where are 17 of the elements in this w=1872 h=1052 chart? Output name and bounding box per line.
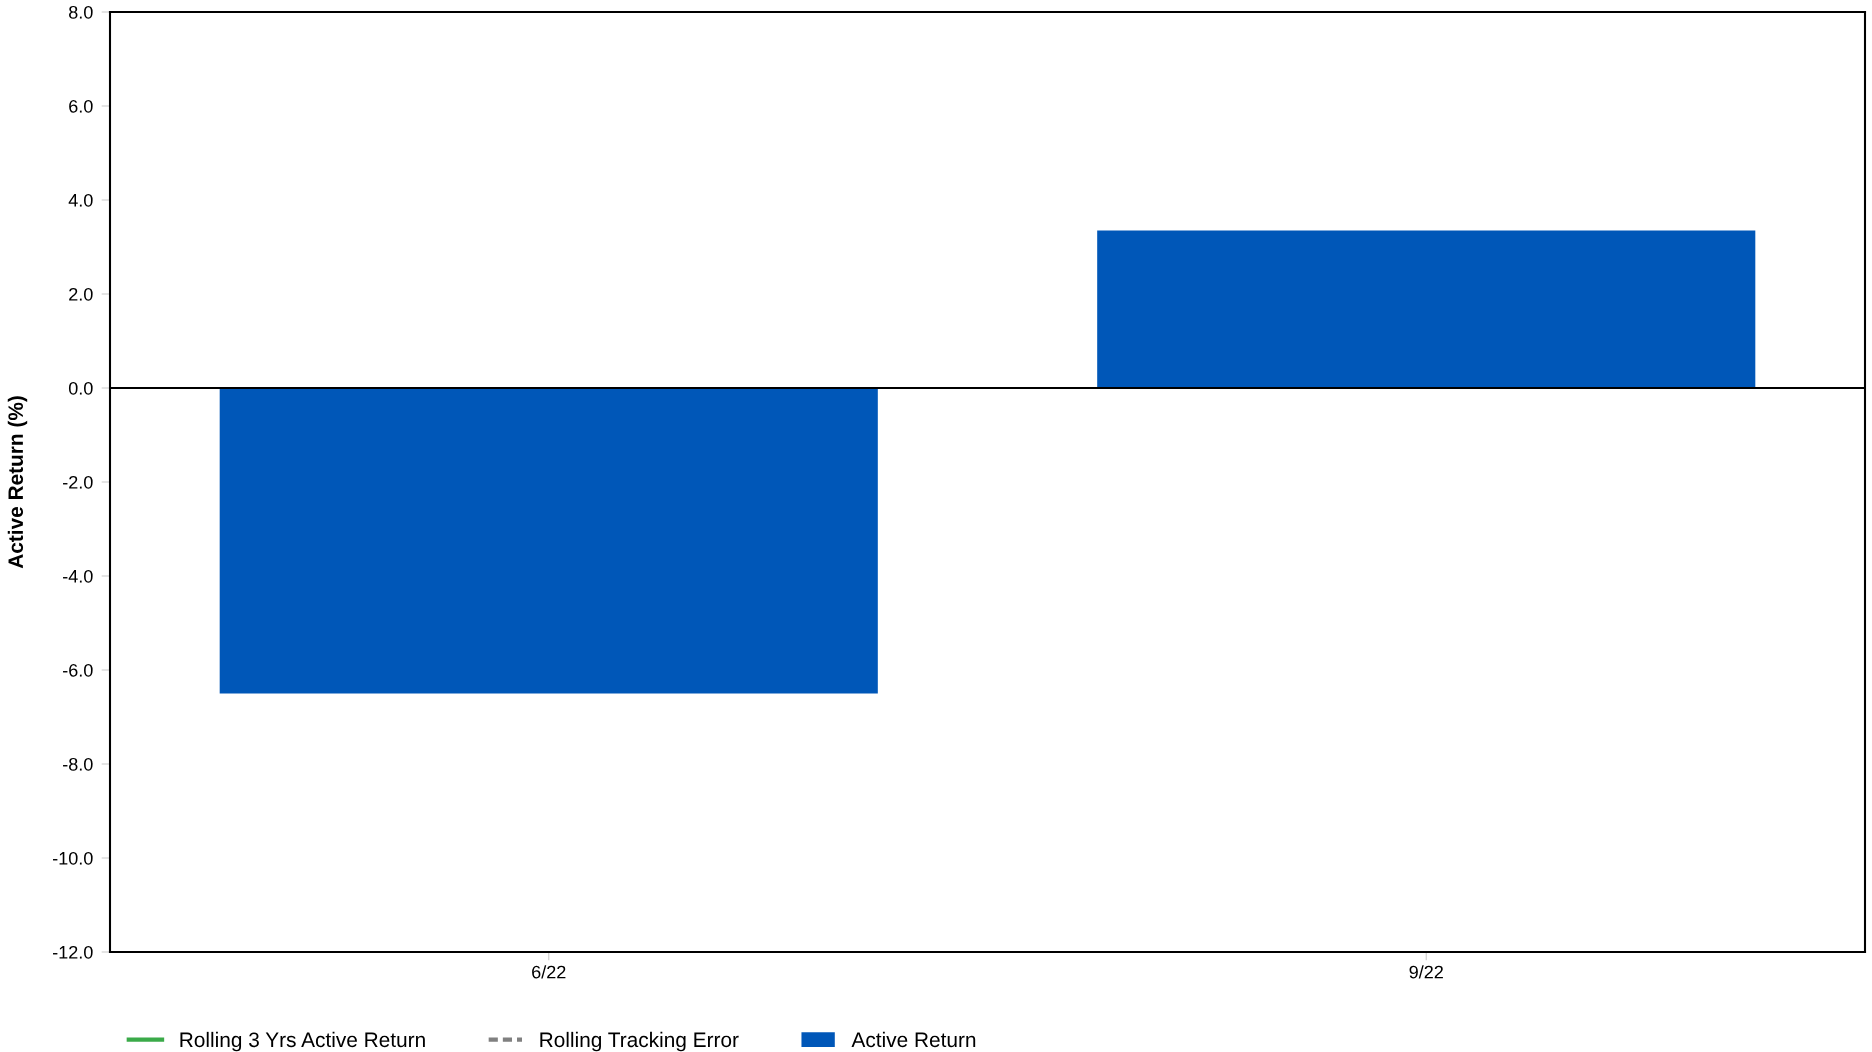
y-tick-label: -12.0 bbox=[52, 945, 93, 959]
legend-label: Active Return bbox=[851, 1031, 976, 1048]
x-tick-label: 6/22 bbox=[532, 965, 566, 979]
y-tick-label: 6.0 bbox=[69, 99, 93, 113]
y-tick-label: 4.0 bbox=[68, 193, 93, 207]
y-tick-label: 8.0 bbox=[69, 5, 93, 19]
y-tick-label: -8.0 bbox=[63, 757, 93, 771]
y-tick-label: -6.0 bbox=[63, 663, 93, 677]
y-tick-label: -2.0 bbox=[63, 475, 93, 489]
y-axis-title: Active Return (%) bbox=[7, 396, 28, 569]
x-tick-label: 9/22 bbox=[1409, 965, 1443, 979]
y-tick-label: -10.0 bbox=[52, 851, 93, 865]
y-tick-label: -4.0 bbox=[63, 569, 93, 583]
legend-label: Rolling Tracking Error bbox=[540, 1031, 739, 1052]
legend-label: Rolling 3 Yrs Active Return bbox=[180, 1031, 425, 1052]
y-tick-label: 0.0 bbox=[68, 381, 93, 395]
y-tick-label: 2.0 bbox=[69, 287, 93, 301]
